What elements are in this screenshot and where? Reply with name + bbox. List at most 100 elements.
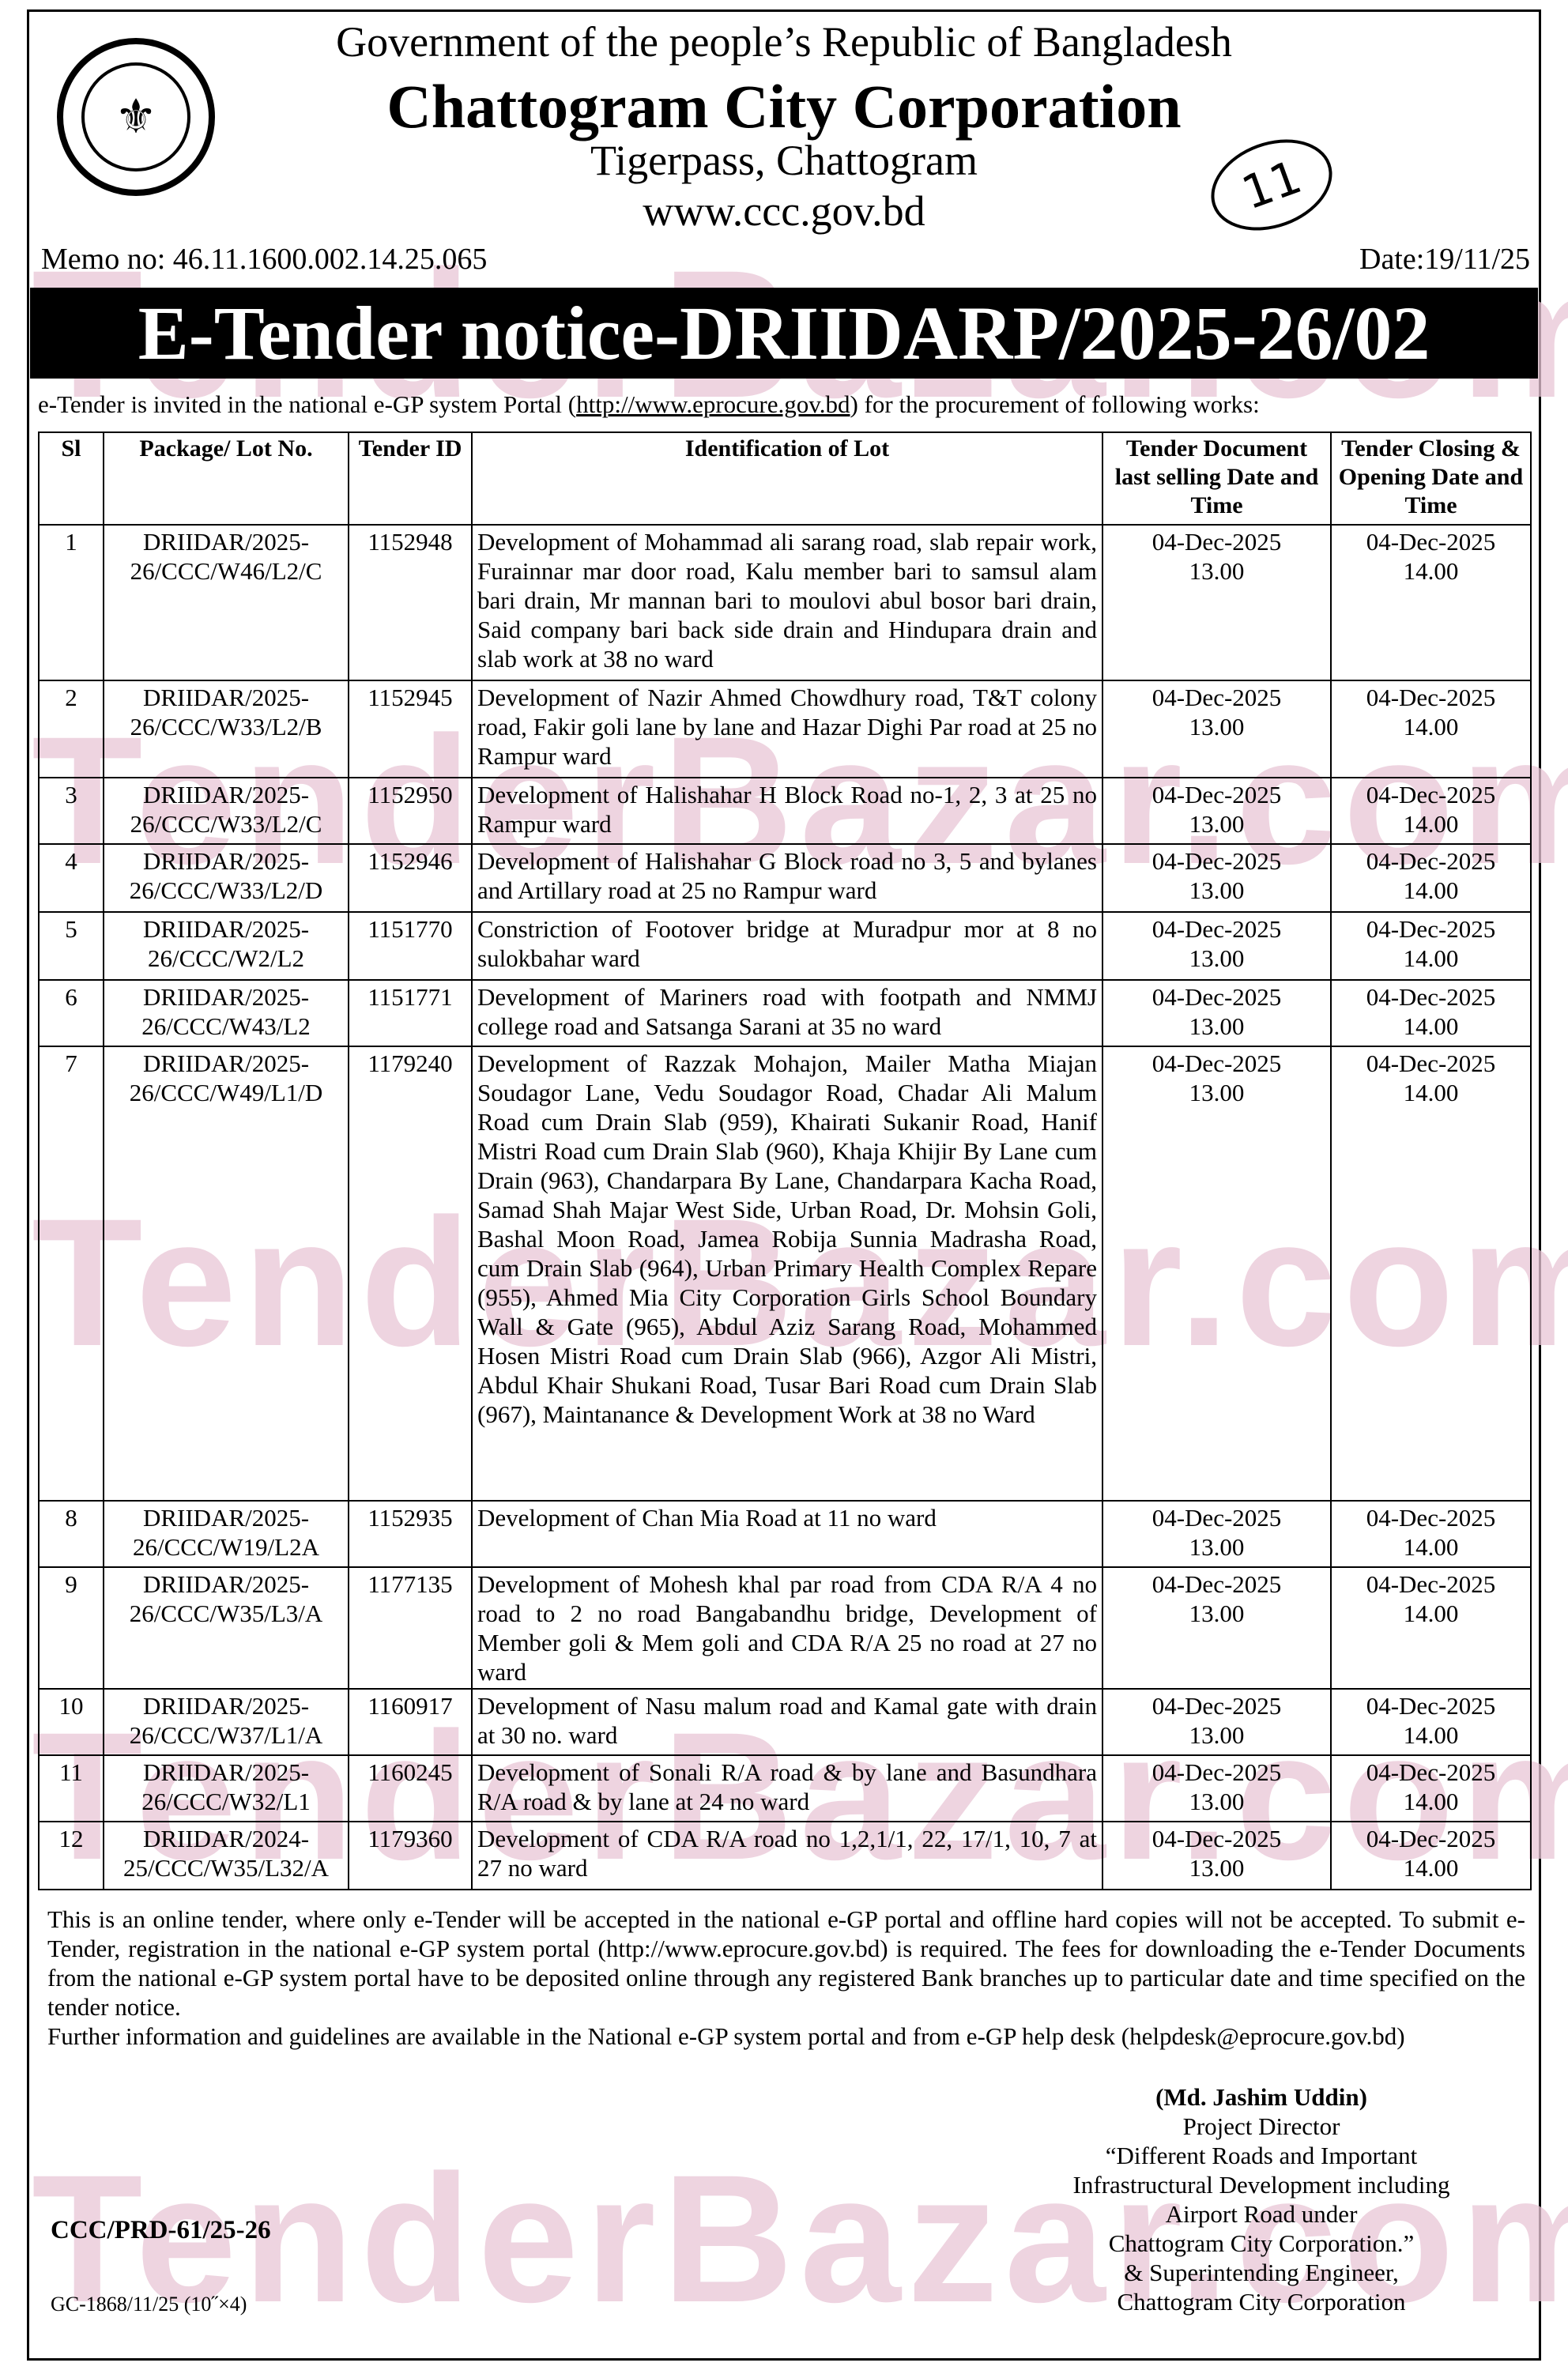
tender-id-cell: 1152950 (348, 777, 473, 845)
table-row: 2 DRIIDAR/2025-26/CCC/W33/L2/B 1152945 Deve… (38, 680, 1532, 778)
col-closing: Tender Closing & Opening Date and Time (1330, 431, 1532, 526)
signature-line: “Different Roads and Important (1105, 2142, 1418, 2169)
closing-date: 04-Dec-2025 (1366, 1570, 1496, 1598)
tender-id-cell: 1152935 (348, 1500, 473, 1568)
table-row: 1 DRIIDAR/2025-26/CCC/W46/L2/C 1152948 Deve… (38, 524, 1532, 681)
col-tender-id: Tender ID (348, 431, 473, 526)
lot-cell: Development of Chan Mia Road at 11 no wa… (471, 1500, 1103, 1568)
lot-cell: Development of Mohesh khal par road from… (471, 1566, 1103, 1690)
closing-time: 14.00 (1403, 1788, 1459, 1815)
selling-datetime-cell: 04-Dec-2025 13.00 (1102, 1566, 1332, 1690)
closing-date: 04-Dec-2025 (1366, 1758, 1496, 1786)
selling-datetime-cell: 04-Dec-2025 13.00 (1102, 1821, 1332, 1890)
selling-time: 13.00 (1189, 557, 1245, 585)
notice-date: Date:19/11/25 (1359, 243, 1530, 276)
lot-cell: Constriction of Footover bridge at Murad… (471, 911, 1103, 981)
memo-number: Memo no: 46.11.1600.002.14.25.065 (41, 243, 488, 276)
selling-time: 13.00 (1189, 810, 1245, 838)
package-cell: DRIIDAR/2025-26/CCC/W43/L2 (103, 979, 349, 1047)
signature-line: Chattogram City Corporation (1117, 2288, 1406, 2316)
selling-datetime-cell: 04-Dec-2025 13.00 (1102, 1046, 1332, 1502)
closing-datetime-cell: 04-Dec-2025 14.00 (1330, 979, 1532, 1047)
closing-datetime-cell: 04-Dec-2025 14.00 (1330, 1500, 1532, 1568)
closing-time: 14.00 (1403, 1600, 1459, 1627)
selling-datetime-cell: 04-Dec-2025 13.00 (1102, 911, 1332, 981)
package-cell: DRIIDAR/2025-26/CCC/W37/L1/A (103, 1688, 349, 1756)
selling-datetime-cell: 04-Dec-2025 13.00 (1102, 979, 1332, 1047)
sl-cell: 3 (38, 777, 104, 845)
selling-date: 04-Dec-2025 (1152, 1049, 1282, 1077)
eprocure-link[interactable]: http://www.eprocure.gov.bd (576, 390, 850, 418)
closing-time: 14.00 (1403, 810, 1459, 838)
closing-date: 04-Dec-2025 (1366, 983, 1496, 1011)
closing-date: 04-Dec-2025 (1366, 847, 1496, 875)
table-row: 9 DRIIDAR/2025-26/CCC/W35/L3/A 1177135 Deve… (38, 1566, 1532, 1690)
package-cell: DRIIDAR/2025-26/CCC/W49/L1/D (103, 1046, 349, 1502)
selling-datetime-cell: 04-Dec-2025 13.00 (1102, 680, 1332, 778)
closing-datetime-cell: 04-Dec-2025 14.00 (1330, 777, 1532, 845)
selling-time: 13.00 (1189, 944, 1245, 972)
closing-datetime-cell: 04-Dec-2025 14.00 (1330, 680, 1532, 778)
signature-line: Airport Road under (1165, 2200, 1358, 2228)
lot-cell: Development of Sonali R/A road & by lane… (471, 1754, 1103, 1822)
page-border (27, 9, 1541, 2361)
table-row: 7 DRIIDAR/2025-26/CCC/W49/L1/D 1179240 Deve… (38, 1046, 1532, 1502)
closing-time: 14.00 (1403, 1721, 1459, 1749)
signatory-name: (Md. Jashim Uddin) (1155, 2083, 1367, 2111)
sl-cell: 7 (38, 1046, 104, 1502)
closing-time: 14.00 (1403, 1012, 1459, 1040)
closing-datetime-cell: 04-Dec-2025 14.00 (1330, 1566, 1532, 1690)
closing-time: 14.00 (1403, 1079, 1459, 1106)
selling-time: 13.00 (1189, 1788, 1245, 1815)
sl-cell: 1 (38, 524, 104, 681)
selling-date: 04-Dec-2025 (1152, 1692, 1282, 1720)
closing-time: 14.00 (1403, 557, 1459, 585)
package-cell: DRIIDAR/2025-26/CCC/W35/L3/A (103, 1566, 349, 1690)
signature-line: Chattogram City Corporation.” (1108, 2229, 1415, 2257)
lot-cell: Development of Mariners road with footpa… (471, 979, 1103, 1047)
sl-cell: 10 (38, 1688, 104, 1756)
col-sl: Sl (38, 431, 104, 526)
selling-date: 04-Dec-2025 (1152, 528, 1282, 556)
selling-date: 04-Dec-2025 (1152, 1758, 1282, 1786)
signature-block: (Md. Jashim Uddin) Project Director “Diff… (1024, 2082, 1498, 2316)
package-cell: DRIIDAR/2025-26/CCC/W33/L2/D (103, 843, 349, 913)
closing-date: 04-Dec-2025 (1366, 1825, 1496, 1852)
tender-id-cell: 1151771 (348, 979, 473, 1047)
lot-cell: Development of CDA R/A road no 1,2,1/1, … (471, 1821, 1103, 1890)
organization-name: Chattogram City Corporation (386, 72, 1182, 141)
tender-id-cell: 1152946 (348, 843, 473, 913)
sl-cell: 4 (38, 843, 104, 913)
package-cell: DRIIDAR/2025-26/CCC/W46/L2/C (103, 524, 349, 681)
selling-datetime-cell: 04-Dec-2025 13.00 (1102, 843, 1332, 913)
tender-id-cell: 1160917 (348, 1688, 473, 1756)
selling-date: 04-Dec-2025 (1152, 1504, 1282, 1532)
package-cell: DRIIDAR/2025-26/CCC/W2/L2 (103, 911, 349, 981)
closing-date: 04-Dec-2025 (1366, 1504, 1496, 1532)
selling-time: 13.00 (1189, 1600, 1245, 1627)
table-row: 10 DRIIDAR/2025-26/CCC/W37/L1/A 1160917 Dev… (38, 1688, 1532, 1756)
tender-id-cell: 1177135 (348, 1566, 473, 1690)
sl-cell: 5 (38, 911, 104, 981)
lot-cell: Development of Nasu malum road and Kamal… (471, 1688, 1103, 1756)
closing-date: 04-Dec-2025 (1366, 1692, 1496, 1720)
selling-date: 04-Dec-2025 (1152, 1825, 1282, 1852)
intro-text: e-Tender is invited in the national e-GP… (38, 390, 1260, 418)
sl-cell: 2 (38, 680, 104, 778)
selling-date: 04-Dec-2025 (1152, 983, 1282, 1011)
tender-id-cell: 1151770 (348, 911, 473, 981)
closing-datetime-cell: 04-Dec-2025 14.00 (1330, 524, 1532, 681)
package-cell: DRIIDAR/2025-26/CCC/W19/L2A (103, 1500, 349, 1568)
table-row: 12 DRIIDAR/2024-25/CCC/W35/L32/A 1179360 De… (38, 1821, 1532, 1890)
table-row: 4 DRIIDAR/2025-26/CCC/W33/L2/D 1152946 Deve… (38, 843, 1532, 913)
website: www.ccc.gov.bd (643, 187, 925, 235)
selling-date: 04-Dec-2025 (1152, 1570, 1282, 1598)
selling-time: 13.00 (1189, 1079, 1245, 1106)
selling-datetime-cell: 04-Dec-2025 13.00 (1102, 1754, 1332, 1822)
package-cell: DRIIDAR/2025-26/CCC/W32/L1 (103, 1754, 349, 1822)
tender-id-cell: 1152945 (348, 680, 473, 778)
selling-time: 13.00 (1189, 1012, 1245, 1040)
closing-datetime-cell: 04-Dec-2025 14.00 (1330, 1688, 1532, 1756)
sl-cell: 8 (38, 1500, 104, 1568)
tender-id-cell: 1179240 (348, 1046, 473, 1502)
